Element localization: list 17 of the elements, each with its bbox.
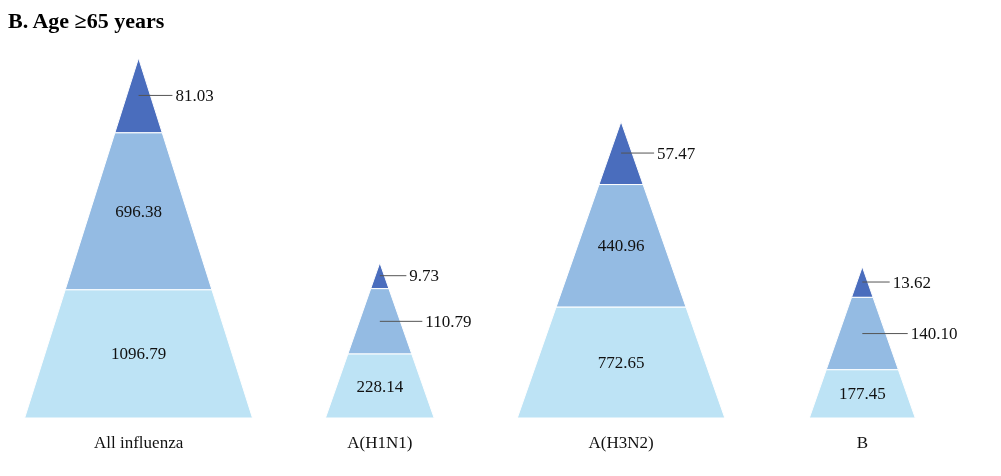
data-label: 140.10 <box>910 324 958 344</box>
category-label: All influenza <box>94 433 184 453</box>
data-label: 696.38 <box>115 201 162 221</box>
category-label: A(H1N1) <box>347 433 413 453</box>
data-label: 440.96 <box>597 236 645 256</box>
data-label: 9.73 <box>409 266 440 286</box>
data-label: 57.47 <box>657 143 696 163</box>
text: B. Age ≥65 years <box>8 8 166 35</box>
data-label: 228.14 <box>356 376 404 396</box>
data-label: 1096.79 <box>110 344 167 364</box>
data-label: 177.45 <box>838 384 886 404</box>
data-label: 110.79 <box>425 311 472 331</box>
category-label: B <box>856 433 869 453</box>
data-label: 81.03 <box>175 85 214 105</box>
data-label: 13.62 <box>892 272 931 292</box>
data-label: 772.65 <box>597 353 645 373</box>
category-label: A(H3N2) <box>588 433 654 453</box>
